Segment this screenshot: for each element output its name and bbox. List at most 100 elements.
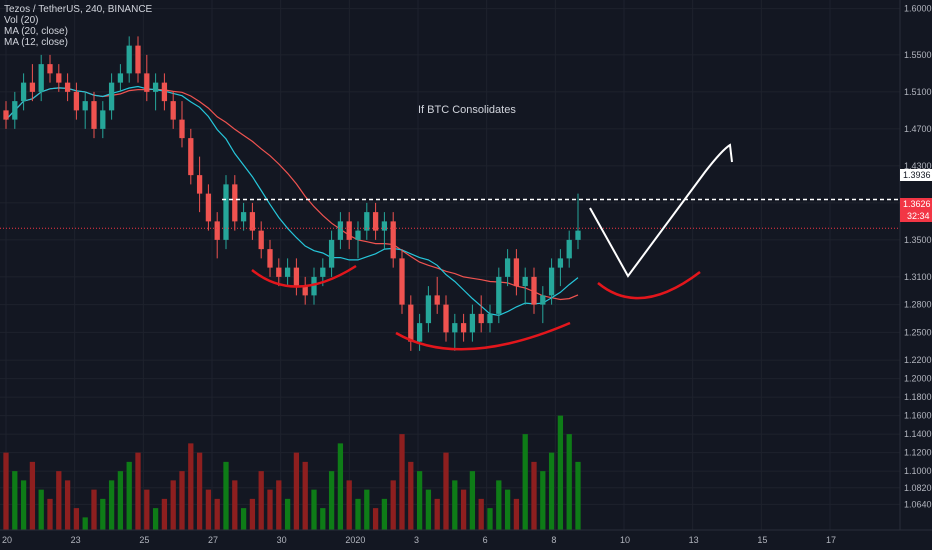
price-tick-label: 1.0640 bbox=[904, 499, 932, 509]
candle-body bbox=[188, 138, 194, 176]
candle-body bbox=[531, 276, 537, 305]
candle-body bbox=[135, 45, 141, 74]
volume-bar bbox=[126, 461, 132, 530]
volume-bar bbox=[452, 480, 458, 530]
chart-legend: Tezos / TetherUS, 240, BINANCE Vol (20) … bbox=[4, 4, 152, 48]
volume-bar bbox=[408, 461, 414, 530]
time-axis[interactable]: 20 23 25 27 30 2020 3 6 8 10 13 15 17 bbox=[2, 535, 836, 545]
volume-bar bbox=[117, 471, 124, 530]
volume-bar bbox=[548, 452, 555, 530]
candle-body bbox=[302, 286, 308, 296]
left-shoulder-arc[interactable] bbox=[251, 264, 357, 288]
candle-body bbox=[64, 82, 71, 92]
candle-body bbox=[258, 230, 264, 250]
candle-body bbox=[390, 221, 396, 259]
volume-bar bbox=[276, 480, 282, 530]
candle-body bbox=[504, 258, 511, 277]
candle-body bbox=[3, 110, 9, 120]
volume-bar bbox=[38, 489, 44, 530]
price-tick-label: 1.1200 bbox=[904, 448, 932, 458]
candle-body bbox=[144, 73, 150, 92]
volume-indicator-label[interactable]: Vol (20) bbox=[4, 15, 39, 26]
candle-body bbox=[82, 101, 88, 111]
candle-body bbox=[108, 82, 115, 111]
candle-body bbox=[284, 267, 291, 277]
projection-path[interactable] bbox=[589, 143, 733, 278]
time-tick-label: 30 bbox=[277, 535, 287, 545]
candle-body bbox=[452, 323, 458, 333]
time-tick-label: 17 bbox=[826, 535, 836, 545]
svg-text:1.3936: 1.3936 bbox=[903, 170, 931, 180]
candle-body bbox=[152, 82, 159, 92]
volume-bar bbox=[469, 471, 476, 530]
symbol-label[interactable]: Tezos / TetherUS, 240, BINANCE bbox=[4, 4, 153, 15]
candle-body bbox=[240, 212, 247, 222]
price-tick-label: 1.1800 bbox=[904, 392, 932, 402]
price-tick-label: 1.5500 bbox=[904, 50, 932, 60]
candle-body bbox=[214, 221, 220, 240]
volume-bar bbox=[205, 489, 212, 530]
time-tick-label: 25 bbox=[139, 535, 149, 545]
volume-bar bbox=[188, 443, 194, 530]
candle-body bbox=[126, 45, 132, 74]
volume-bar bbox=[487, 508, 493, 530]
volume-bar bbox=[179, 471, 185, 530]
candle-body bbox=[566, 239, 572, 259]
head-arc[interactable] bbox=[395, 321, 571, 351]
volume-bar bbox=[135, 452, 141, 530]
volume-bar bbox=[64, 480, 71, 530]
svg-text:1.3626: 1.3626 bbox=[903, 199, 931, 209]
time-tick-label: 2020 bbox=[345, 535, 365, 545]
volume-bar bbox=[249, 498, 256, 530]
volume-bar bbox=[399, 434, 405, 530]
candle-body bbox=[372, 212, 379, 231]
volume-bar bbox=[566, 434, 572, 530]
price-tick-label: 1.6000 bbox=[904, 4, 932, 14]
volume-bar bbox=[108, 480, 115, 530]
candle-body bbox=[399, 258, 405, 305]
candle-body bbox=[469, 313, 476, 333]
candle-body bbox=[522, 276, 528, 287]
volume-bar bbox=[460, 489, 467, 530]
price-tick-label: 1.1000 bbox=[904, 466, 932, 476]
annotation-text: If BTC Consolidates bbox=[418, 104, 516, 116]
right-shoulder-arc[interactable] bbox=[597, 271, 701, 300]
time-tick-label: 20 bbox=[2, 535, 12, 545]
volume-bar bbox=[434, 498, 440, 530]
volume-bar bbox=[91, 489, 97, 530]
volume-bars bbox=[3, 415, 581, 530]
hand-drawings[interactable] bbox=[251, 143, 733, 351]
volume-bar bbox=[443, 452, 449, 530]
volume-bar bbox=[170, 480, 176, 530]
price-axis-bg bbox=[900, 0, 932, 530]
price-tick-label: 1.4700 bbox=[904, 124, 932, 134]
ma20-indicator-label[interactable]: MA (20, close) bbox=[4, 26, 68, 37]
candle-body bbox=[170, 101, 176, 120]
candlesticks bbox=[3, 36, 581, 351]
candle-body bbox=[276, 267, 282, 277]
ma12-indicator-label[interactable]: MA (12, close) bbox=[4, 37, 68, 48]
candle-body bbox=[496, 276, 502, 314]
volume-bar bbox=[557, 415, 564, 530]
volume-bar bbox=[320, 508, 326, 530]
candle-body bbox=[557, 258, 564, 268]
candle-body bbox=[38, 64, 44, 92]
volume-bar bbox=[478, 498, 484, 530]
volume-bar bbox=[196, 452, 203, 530]
time-tick-label: 15 bbox=[757, 535, 767, 545]
price-tick-label: 1.1600 bbox=[904, 411, 932, 421]
price-tick-label: 1.0820 bbox=[904, 483, 932, 493]
candle-body bbox=[179, 119, 185, 139]
ma12-line bbox=[5, 85, 579, 317]
volume-bar bbox=[372, 508, 379, 530]
time-tick-label: 23 bbox=[71, 535, 81, 545]
candle-body bbox=[205, 193, 212, 222]
candle-body bbox=[443, 304, 449, 333]
svg-text:32:34: 32:34 bbox=[907, 211, 930, 221]
volume-bar bbox=[284, 498, 291, 530]
candle-body bbox=[460, 323, 467, 333]
price-tick-label: 1.2000 bbox=[904, 374, 932, 384]
candle-body bbox=[425, 295, 432, 324]
volume-bar bbox=[575, 461, 581, 530]
